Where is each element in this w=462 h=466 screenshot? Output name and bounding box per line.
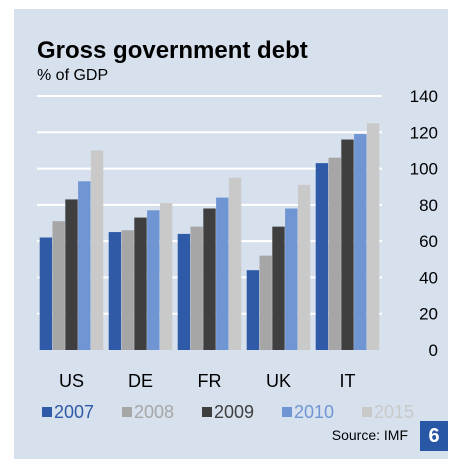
- legend-swatch: [42, 407, 52, 417]
- bar: [177, 233, 191, 350]
- bar: [159, 203, 173, 350]
- legend-swatch: [282, 407, 292, 417]
- bar: [203, 208, 216, 350]
- bar: [90, 150, 104, 350]
- bar: [78, 181, 91, 350]
- source-note: Source: IMF: [331, 427, 408, 443]
- legend-swatch: [122, 407, 132, 417]
- bar: [190, 226, 203, 350]
- y-tick-label: 0: [429, 341, 438, 360]
- x-axis-ticks: US DE FR UK IT: [59, 371, 356, 391]
- bar: [328, 157, 341, 350]
- bars: [39, 123, 380, 350]
- bar: [272, 226, 285, 350]
- legend-label: 2010: [294, 402, 334, 422]
- bar: [366, 123, 380, 350]
- bar: [121, 230, 134, 350]
- bar: [246, 270, 260, 350]
- bar: [52, 221, 65, 350]
- legend: 2007 2008 2009 2010 2015: [42, 402, 414, 422]
- bar: [147, 210, 160, 350]
- y-tick-label: 100: [410, 160, 438, 179]
- bar: [354, 134, 367, 350]
- legend-label: 2007: [54, 402, 94, 422]
- x-tick-label: US: [59, 371, 84, 391]
- y-tick-label: 60: [419, 232, 438, 251]
- y-axis-ticks: 0 20 40 60 80 100 120 140: [410, 87, 438, 360]
- bar: [134, 217, 147, 350]
- legend-swatch: [362, 407, 372, 417]
- bar: [108, 232, 122, 350]
- bar: [216, 197, 229, 350]
- bar: [259, 255, 272, 350]
- x-tick-label: UK: [266, 371, 291, 391]
- bar: [285, 208, 298, 350]
- y-tick-label: 40: [419, 268, 438, 287]
- y-tick-label: 120: [410, 123, 438, 142]
- bar: [297, 184, 311, 350]
- chart-subtitle: % of GDP: [37, 67, 108, 84]
- y-tick-label: 140: [410, 87, 438, 106]
- bar: [65, 199, 78, 350]
- legend-label: 2009: [214, 402, 254, 422]
- x-tick-label: DE: [128, 371, 153, 391]
- chart-title: Gross government debt: [37, 37, 308, 64]
- bar: [315, 163, 329, 350]
- x-tick-label: IT: [340, 371, 356, 391]
- page-number-badge: 6: [420, 421, 448, 451]
- bar: [39, 237, 53, 350]
- legend-swatch: [202, 407, 212, 417]
- bar: [228, 177, 242, 350]
- legend-label: 2015: [374, 402, 414, 422]
- legend-label: 2008: [134, 402, 174, 422]
- y-tick-label: 20: [419, 305, 438, 324]
- bar: [341, 139, 354, 350]
- x-tick-label: FR: [198, 371, 222, 391]
- y-tick-label: 80: [419, 196, 438, 215]
